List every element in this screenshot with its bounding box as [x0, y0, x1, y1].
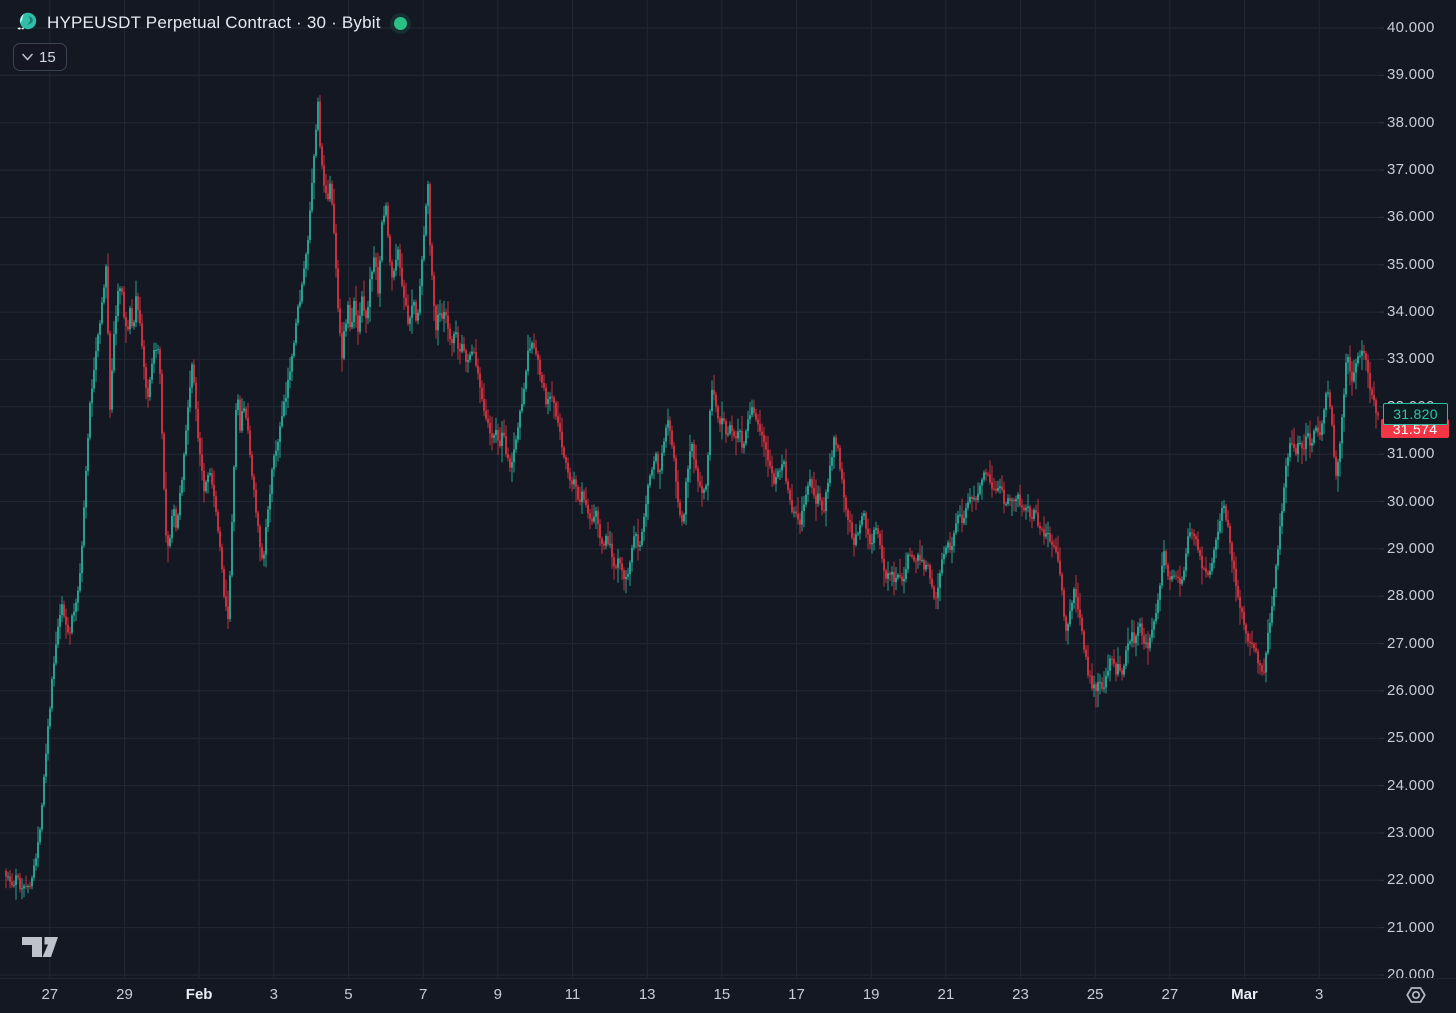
tradingview-logo-icon	[22, 937, 58, 957]
time-tick-label: Feb	[185, 986, 213, 1003]
time-tick-label: 7	[418, 986, 428, 1003]
price-tick-label: 25.000	[1387, 729, 1435, 747]
symbol-title[interactable]: HYPEUSDT Perpetual Contract · 30 · Bybit	[47, 13, 381, 32]
time-axis[interactable]: 27 29 Feb 3 5 7 9 11 13 15 17 19 21 23 25 27 Mar 3	[0, 978, 1456, 1013]
price-tick-label: 30.000	[1387, 492, 1435, 510]
chevron-down-icon	[22, 53, 33, 61]
price-tick-label: 35.000	[1387, 255, 1435, 273]
time-tick-label: Mar	[1231, 986, 1258, 1003]
time-tick-label: 15	[713, 986, 731, 1003]
price-tick-label: 29.000	[1387, 539, 1435, 557]
time-tick-label: 27	[1161, 986, 1179, 1003]
price-tick-label: 39.000	[1387, 66, 1435, 84]
time-tick-label: 29	[116, 986, 133, 1003]
price-tick-label: 23.000	[1387, 823, 1435, 841]
interval-button[interactable]: 15	[13, 43, 67, 71]
time-tick-label: 27	[41, 986, 59, 1003]
time-tick-label: 3	[269, 986, 278, 1003]
market-status-dot	[393, 16, 407, 30]
price-tick-label: 28.000	[1387, 587, 1435, 605]
price-tick-label: 40.000	[1387, 19, 1435, 36]
price-tick-label: 38.000	[1387, 113, 1435, 131]
tradingview-logo[interactable]	[20, 931, 60, 966]
time-tick-label: 17	[788, 986, 805, 1003]
price-tick-label: 37.000	[1387, 161, 1435, 179]
price-tick-label: 34.000	[1387, 303, 1435, 321]
time-tick-label: 21	[937, 986, 955, 1003]
price-axis[interactable]: 40.000 39.000 38.000 37.000 36.000 35.000 34.0…	[1384, 0, 1456, 982]
settings-gear-button[interactable]	[1403, 982, 1429, 1008]
time-tick-label: 3	[1315, 986, 1324, 1003]
price-tick-label: 33.000	[1387, 350, 1435, 368]
last-price-label: 31.820	[1383, 403, 1448, 425]
time-tick-label: 13	[638, 986, 656, 1003]
time-tick-label: 25	[1086, 986, 1104, 1003]
price-tick-label: 26.000	[1387, 681, 1435, 699]
price-tick-label: 31.000	[1387, 445, 1435, 463]
time-tick-label: 9	[493, 986, 502, 1003]
symbol-legend: HYPEUSDT Perpetual Contract · 30 · Bybit	[13, 10, 407, 36]
time-tick-label: 19	[862, 986, 880, 1003]
time-tick-label: 11	[564, 986, 581, 1003]
symbol-logo-icon	[17, 12, 37, 30]
time-tick-label: 23	[1012, 986, 1029, 1003]
interval-label: 15	[39, 48, 56, 66]
time-tick-label: 5	[344, 986, 353, 1003]
price-tick-label: 21.000	[1387, 918, 1435, 936]
price-tick-label: 24.000	[1387, 776, 1435, 794]
price-tick-label: 36.000	[1387, 208, 1435, 226]
candlestick-chart[interactable]	[0, 0, 1384, 978]
price-tick-label: 27.000	[1387, 634, 1435, 652]
price-tick-label: 22.000	[1387, 871, 1435, 889]
gear-icon	[1406, 987, 1426, 1003]
